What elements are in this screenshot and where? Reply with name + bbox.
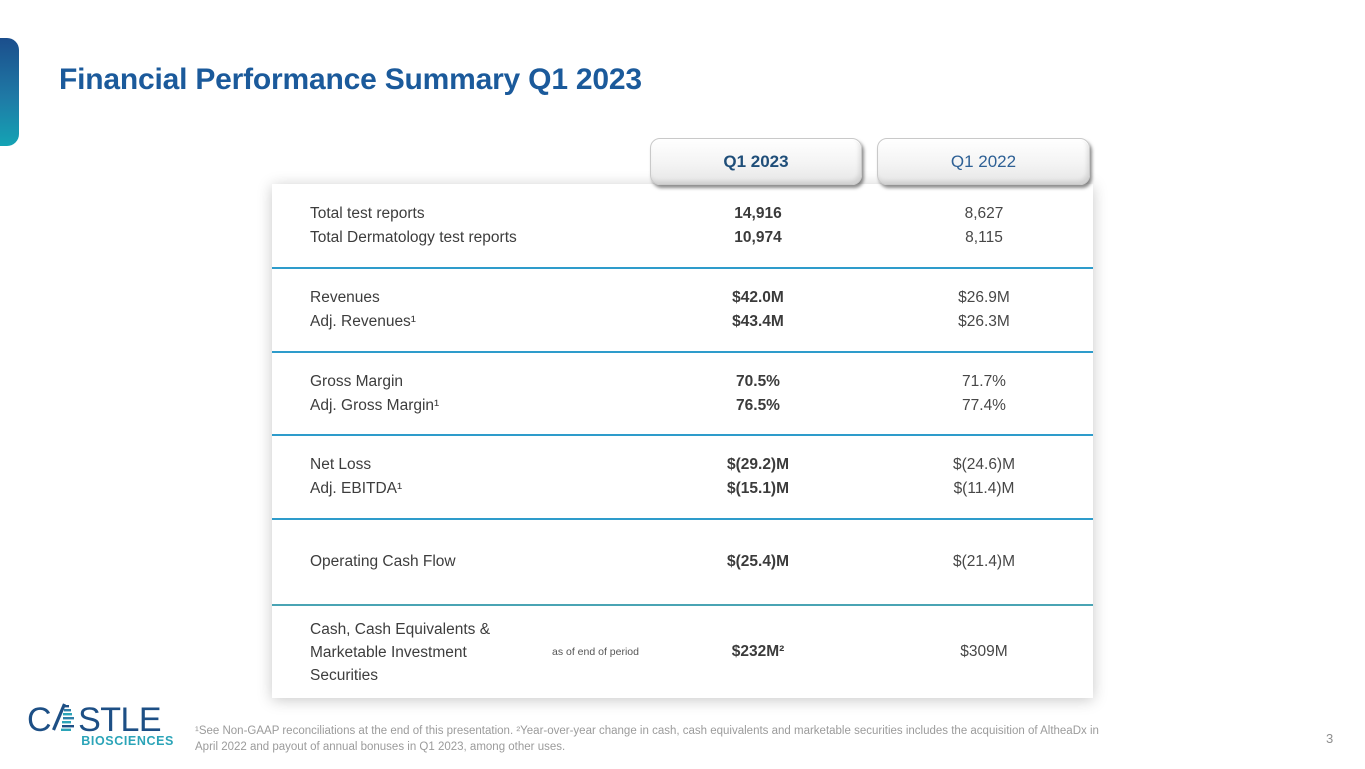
- table-row: Operating Cash Flow $(25.4)M $(21.4)M: [272, 550, 1093, 574]
- row-label: Total Dermatology test reports: [310, 228, 517, 246]
- castle-biosciences-logo: C STLE BIOSCIENCES: [27, 703, 177, 748]
- value-q1-2022: 8,115: [965, 228, 1003, 246]
- section-gross-margin: Gross Margin 70.5% 71.7% Adj. Gross Marg…: [272, 351, 1093, 434]
- accent-bar: [0, 38, 19, 146]
- section-net-loss: Net Loss $(29.2)M $(24.6)M Adj. EBITDA¹ …: [272, 434, 1093, 518]
- row-label: Adj. EBITDA¹: [310, 480, 403, 497]
- column-header-label: Q1 2023: [723, 151, 789, 171]
- page-number: 3: [1326, 731, 1334, 746]
- section-revenues: Revenues $42.0M $26.9M Adj. Revenues¹ $4…: [272, 267, 1093, 351]
- row-label: Cash, Cash Equivalents & Marketable Inve…: [310, 620, 491, 684]
- table-row: Total Dermatology test reports 10,974 8,…: [272, 226, 1093, 250]
- value-q1-2022: $(11.4)M: [953, 480, 1015, 497]
- table-row: Revenues $42.0M $26.9M: [272, 286, 1093, 310]
- column-header-q1-2023: Q1 2023: [650, 138, 862, 185]
- table-row: Net Loss $(29.2)M $(24.6)M: [272, 453, 1093, 477]
- logo-letters-stle: STLE: [78, 701, 162, 739]
- logo-dna-a-icon: [52, 703, 77, 737]
- logo-letter-c: C: [27, 701, 52, 739]
- logo-subtext: BIOSCIENCES: [81, 734, 174, 748]
- table-row: Gross Margin 70.5% 71.7%: [272, 370, 1093, 394]
- column-header-q1-2022: Q1 2022: [877, 138, 1090, 185]
- value-q1-2023: $43.4M: [732, 313, 784, 330]
- row-label: Total test reports: [310, 204, 425, 222]
- row-label: Operating Cash Flow: [310, 553, 456, 570]
- table-row: Adj. Gross Margin¹ 76.5% 77.4%: [272, 394, 1093, 418]
- value-q1-2022: 71.7%: [962, 372, 1006, 390]
- value-q1-2023: $(15.1)M: [726, 480, 790, 497]
- row-label: Gross Margin: [310, 372, 404, 390]
- value-q1-2023: 10,974: [734, 228, 782, 246]
- row-label: Net Loss: [310, 456, 372, 473]
- value-q1-2023: $232M²: [731, 643, 785, 660]
- page-title: Financial Performance Summary Q1 2023: [59, 63, 642, 96]
- row-label: Adj. Revenues¹: [310, 313, 416, 330]
- row-label: Adj. Gross Margin¹: [310, 396, 440, 414]
- section-cash-position: Cash, Cash Equivalents & Marketable Inve…: [272, 604, 1093, 698]
- value-q1-2023: $(25.4)M: [726, 553, 790, 570]
- value-q1-2023: $42.0M: [732, 289, 784, 306]
- value-q1-2022: 77.4%: [962, 396, 1006, 414]
- value-q1-2022: $(21.4)M: [952, 553, 1016, 570]
- row-note: as of end of period: [552, 646, 639, 658]
- table-row: Cash, Cash Equivalents & Marketable Inve…: [272, 618, 1093, 687]
- value-q1-2022: $26.9M: [958, 289, 1010, 306]
- row-label: Revenues: [310, 289, 380, 306]
- table-row: Total test reports 14,916 8,627: [272, 202, 1093, 226]
- table-row: Adj. Revenues¹ $43.4M $26.3M: [272, 310, 1093, 334]
- value-q1-2023: $(29.2)M: [726, 456, 790, 473]
- footnote-text: ¹See Non-GAAP reconciliations at the end…: [195, 725, 1099, 753]
- value-q1-2022: $309M: [960, 643, 1008, 660]
- value-q1-2023: 70.5%: [736, 372, 780, 390]
- value-q1-2023: 76.5%: [736, 396, 780, 414]
- value-q1-2022: $(24.6)M: [952, 456, 1016, 473]
- section-test-reports: Total test reports 14,916 8,627 Total De…: [272, 184, 1093, 267]
- table-row: Adj. EBITDA¹ $(15.1)M $(11.4)M: [272, 477, 1093, 501]
- value-q1-2022: 8,627: [964, 204, 1004, 222]
- value-q1-2022: $26.3M: [958, 313, 1010, 330]
- column-header-label: Q1 2022: [950, 151, 1017, 171]
- value-q1-2023: 14,916: [734, 204, 782, 222]
- financial-table-panel: Total test reports 14,916 8,627 Total De…: [272, 184, 1093, 698]
- section-operating-cash-flow: Operating Cash Flow $(25.4)M $(21.4)M: [272, 518, 1093, 604]
